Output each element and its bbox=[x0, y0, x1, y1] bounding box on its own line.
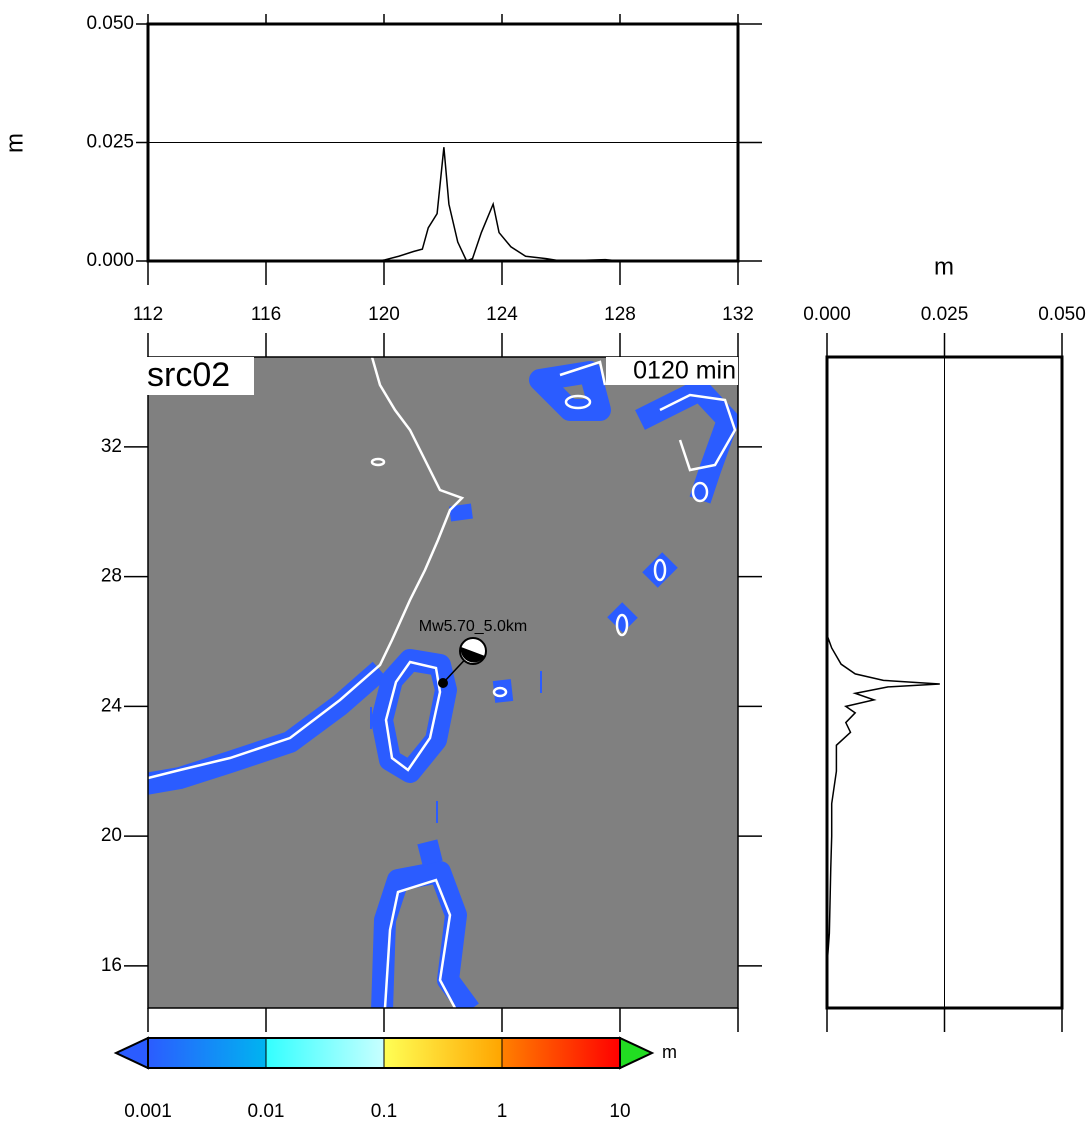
colorbar-segment bbox=[148, 1038, 266, 1068]
colorbar-unit: m bbox=[662, 1042, 677, 1062]
colorbar-under bbox=[113, 1036, 149, 1070]
time-box bbox=[606, 357, 738, 385]
y-tick-label: 28 bbox=[101, 566, 122, 587]
y-axis-label: m bbox=[1, 133, 28, 153]
x-axis-label: m bbox=[934, 253, 954, 280]
colorbar-segment bbox=[266, 1038, 384, 1068]
map-frame bbox=[147, 356, 739, 1009]
x-tick-label: 128 bbox=[604, 304, 636, 325]
y-tick-label: 0.000 bbox=[86, 250, 134, 271]
y-tick-label: 0.025 bbox=[86, 132, 134, 153]
y-tick-label: 20 bbox=[101, 825, 122, 846]
colorbar-tick-label: 0.001 bbox=[124, 1101, 172, 1122]
colorbar-tick-label: 0.1 bbox=[371, 1101, 397, 1122]
x-tick-label: 120 bbox=[368, 304, 400, 325]
colorbar-segment bbox=[502, 1038, 620, 1068]
annotation: Mw5.70_5.0km bbox=[419, 618, 528, 635]
map-title: src02 bbox=[147, 356, 230, 394]
x-tick-label: 124 bbox=[486, 304, 518, 325]
title-box bbox=[140, 357, 254, 395]
time-label: 0120 min bbox=[633, 357, 736, 385]
coastline bbox=[148, 357, 737, 1008]
x-tick-label: 112 bbox=[133, 304, 163, 325]
beachball-quadrant bbox=[460, 646, 485, 663]
wave-band bbox=[148, 361, 738, 1008]
colorbar-over bbox=[619, 1036, 655, 1070]
x-tick-label: 0.025 bbox=[921, 304, 969, 325]
y-tick-label: 24 bbox=[101, 695, 123, 716]
colorbar-tick-label: 10 bbox=[609, 1101, 630, 1122]
colorbar-segment bbox=[384, 1038, 502, 1068]
epicenter bbox=[438, 677, 448, 688]
profile-line bbox=[826, 634, 940, 966]
y-tick-label: 16 bbox=[101, 955, 122, 976]
colorbar-tick-label: 0.01 bbox=[248, 1101, 285, 1122]
map-features bbox=[148, 357, 738, 1008]
x-tick-label: 0.000 bbox=[803, 304, 851, 325]
profile-line bbox=[148, 147, 738, 262]
x-tick-label: 0.050 bbox=[1038, 304, 1086, 325]
x-tick-label: 132 bbox=[722, 304, 754, 325]
y-tick-label: 32 bbox=[101, 436, 122, 457]
x-tick-label: 116 bbox=[251, 304, 281, 325]
colorbar-tick-label: 1 bbox=[497, 1101, 508, 1122]
y-tick-label: 0.050 bbox=[86, 13, 134, 34]
